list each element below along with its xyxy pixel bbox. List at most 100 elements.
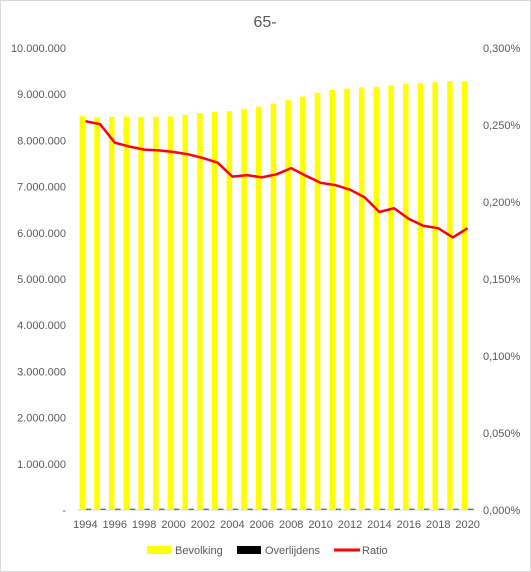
- left-tick-label: 10.000.000: [11, 43, 66, 55]
- bar-bevolking: [211, 112, 218, 510]
- bar-overlijdens: [173, 508, 180, 510]
- left-axis: - 1.000.000 2.000.000 3.000.000 4.000.000 5.0…: [11, 43, 66, 517]
- right-tick-label: 0,000%: [483, 505, 521, 517]
- bar-overlijdens: [438, 508, 445, 510]
- bar-overlijdens: [159, 508, 165, 510]
- bar-overlijdens: [394, 508, 400, 510]
- legend-label: Ratio: [362, 545, 388, 557]
- legend-label: Overlijdens: [265, 545, 321, 557]
- bar-overlijdens: [291, 508, 298, 510]
- bar-bevolking: [138, 116, 144, 510]
- bar-bevolking: [432, 82, 438, 511]
- bar-bevolking: [373, 86, 380, 511]
- bar-bevolking: [417, 83, 424, 510]
- bar-bevolking: [388, 85, 394, 510]
- x-tick-label: 2008: [279, 519, 303, 531]
- right-tick-label: 0,050%: [483, 428, 521, 440]
- x-tick-label: 2018: [426, 519, 450, 531]
- x-tick-label: 2006: [250, 519, 274, 531]
- left-tick-label: 9.000.000: [17, 89, 66, 101]
- bar-overlijdens: [379, 508, 386, 510]
- bar-overlijdens: [247, 508, 253, 510]
- bar-bevolking: [461, 81, 468, 510]
- bar-overlijdens: [365, 508, 371, 510]
- left-tick-label: 1.000.000: [17, 459, 66, 471]
- bar-overlijdens: [188, 508, 195, 510]
- bar-bevolking: [447, 81, 453, 510]
- legend-swatch: [237, 546, 261, 554]
- bar-bevolking: [314, 92, 321, 511]
- right-tick-label: 0,200%: [483, 197, 521, 209]
- bar-overlijdens: [276, 508, 283, 510]
- left-tick-label: 8.000.000: [17, 135, 66, 147]
- legend: Bevolking Overlijdens Ratio: [147, 545, 388, 557]
- bar-bevolking: [79, 116, 86, 510]
- legend-swatch: [147, 546, 171, 554]
- bar-overlijdens: [232, 508, 239, 510]
- bar-overlijdens: [320, 508, 327, 510]
- right-tick-label: 0,250%: [483, 120, 521, 132]
- bar-overlijdens: [350, 508, 356, 510]
- left-tick-label: 7.000.000: [17, 182, 66, 194]
- x-tick-label: 2020: [455, 519, 479, 531]
- bar-overlijdens: [262, 508, 268, 510]
- bar-overlijdens: [453, 508, 459, 510]
- left-tick-label: 5.000.000: [17, 274, 66, 286]
- bar-bevolking: [226, 111, 233, 510]
- bar-bevolking: [358, 87, 365, 511]
- left-tick-label: -: [62, 505, 66, 517]
- bar-overlijdens: [423, 508, 430, 510]
- bars-layer: [79, 81, 474, 511]
- chart-title: 65-: [253, 14, 276, 31]
- x-tick-label: 1998: [132, 519, 156, 531]
- bar-bevolking: [153, 116, 159, 510]
- x-tick-label: 2002: [191, 519, 215, 531]
- x-tick-label: 2016: [397, 519, 421, 531]
- x-tick-label: 2000: [161, 519, 185, 531]
- bar-overlijdens: [409, 508, 415, 510]
- bar-overlijdens: [467, 508, 474, 510]
- bar-bevolking: [123, 116, 130, 510]
- left-tick-label: 6.000.000: [17, 228, 66, 240]
- x-tick-label: 2012: [338, 519, 362, 531]
- bar-bevolking: [241, 108, 247, 510]
- left-tick-label: 2.000.000: [17, 413, 66, 425]
- legend-label: Bevolking: [175, 545, 223, 557]
- bar-bevolking: [300, 96, 306, 510]
- right-tick-label: 0,100%: [483, 351, 521, 363]
- x-tick-label: 1996: [103, 519, 127, 531]
- bar-overlijdens: [217, 508, 224, 510]
- bar-overlijdens: [85, 508, 92, 510]
- right-axis: 0,000% 0,050% 0,100% 0,150% 0,200% 0,250% 0,30…: [483, 43, 521, 517]
- bar-bevolking: [197, 113, 203, 510]
- bar-overlijdens: [335, 508, 342, 510]
- x-tick-label: 2010: [308, 519, 332, 531]
- bar-overlijdens: [144, 508, 150, 510]
- bar-bevolking: [329, 90, 336, 511]
- bar-overlijdens: [306, 508, 312, 510]
- bar-bevolking: [255, 106, 262, 510]
- bar-bevolking: [270, 103, 277, 510]
- bar-overlijdens: [100, 508, 106, 510]
- right-tick-label: 0,150%: [483, 274, 521, 286]
- bar-bevolking: [182, 114, 188, 511]
- bar-bevolking: [94, 117, 100, 511]
- left-tick-label: 4.000.000: [17, 320, 66, 332]
- x-tick-label: 1994: [73, 519, 97, 531]
- bar-bevolking: [403, 84, 409, 510]
- bar-bevolking: [167, 116, 174, 510]
- ratio-line-layer: [85, 119, 469, 239]
- bar-overlijdens: [129, 508, 136, 510]
- bar-bevolking: [285, 100, 291, 511]
- x-tick-label: 2014: [367, 519, 391, 531]
- bar-bevolking: [344, 88, 350, 510]
- left-tick-label: 3.000.000: [17, 366, 66, 378]
- bar-bevolking: [108, 116, 115, 510]
- bar-overlijdens: [115, 508, 121, 510]
- x-axis: 1994 1996 1998 2000 2002 2004 2006 2008 2010 2012…: [73, 519, 480, 531]
- bar-overlijdens: [203, 508, 209, 510]
- x-tick-label: 2004: [220, 519, 244, 531]
- right-tick-label: 0,300%: [483, 43, 521, 55]
